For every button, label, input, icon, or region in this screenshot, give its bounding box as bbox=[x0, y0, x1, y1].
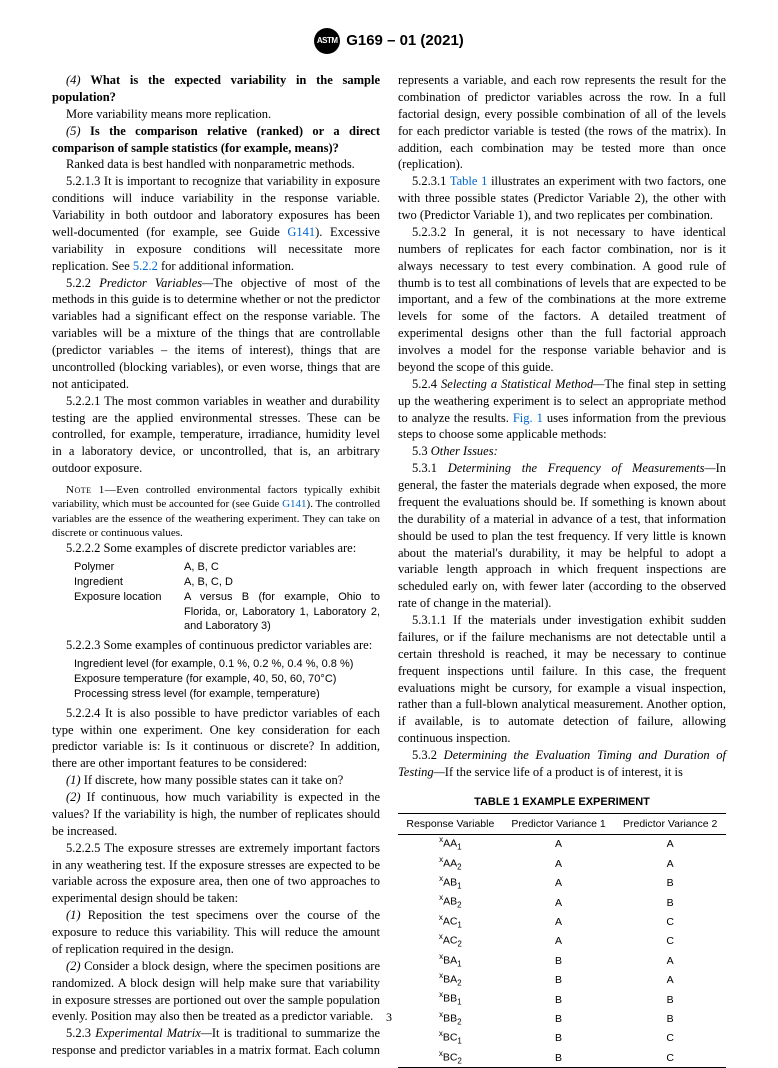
question-4: (4) What is the expected variability in … bbox=[52, 72, 380, 106]
table-1: TABLE 1 EXAMPLE EXPERIMENT Response Vari… bbox=[398, 795, 726, 1068]
table-row: xAB2AB bbox=[398, 893, 726, 912]
th-pv1: Predictor Variance 1 bbox=[503, 813, 615, 834]
option-1: (1) Reposition the test specimens over t… bbox=[52, 907, 380, 958]
continuous-vars-list: Ingredient level (for example, 0.1 %, 0.… bbox=[74, 657, 380, 702]
th-response: Response Variable bbox=[398, 813, 503, 834]
th-pv2: Predictor Variance 2 bbox=[614, 813, 726, 834]
table-row: xAC1AC bbox=[398, 912, 726, 931]
table-row: xAA1AA bbox=[398, 834, 726, 854]
table-1-title: TABLE 1 EXAMPLE EXPERIMENT bbox=[398, 795, 726, 810]
item-2: (2) If continuous, how much variability … bbox=[52, 789, 380, 840]
table-row: xBB1BB bbox=[398, 990, 726, 1009]
para-5221: 5.2.2.1 The most common variables in wea… bbox=[52, 393, 380, 477]
table-row: xAA2AA bbox=[398, 854, 726, 873]
astm-logo: ASTM bbox=[314, 28, 340, 54]
page-number: 3 bbox=[0, 1009, 778, 1025]
link-522[interactable]: 5.2.2 bbox=[133, 259, 158, 273]
link-table1[interactable]: Table 1 bbox=[450, 174, 488, 188]
answer-4: More variability means more replication. bbox=[52, 106, 380, 123]
note-1: Note 1—Even controlled environmental fac… bbox=[52, 483, 380, 540]
para-5231: 5.2.3.1 Table 1 illustrates an experimen… bbox=[398, 173, 726, 224]
para-531: 5.3.1 Determining the Frequency of Measu… bbox=[398, 460, 726, 612]
discrete-vars-table: PolymerA, B, C IngredientA, B, C, D Expo… bbox=[74, 560, 380, 634]
para-5225: 5.2.2.5 The exposure stresses are extrem… bbox=[52, 840, 380, 908]
link-g141-b[interactable]: G141 bbox=[282, 498, 306, 510]
para-522: 5.2.2 Predictor Variables—The objective … bbox=[52, 275, 380, 393]
para-5224: 5.2.2.4 It is also possible to have pred… bbox=[52, 705, 380, 773]
table-row: xBC1BC bbox=[398, 1029, 726, 1048]
para-5311: 5.3.1.1 If the materials under investiga… bbox=[398, 612, 726, 747]
table-row: xBA1BA bbox=[398, 951, 726, 970]
table-row: xAB1AB bbox=[398, 874, 726, 893]
link-fig1[interactable]: Fig. 1 bbox=[513, 411, 543, 425]
para-5223: 5.2.2.3 Some examples of continuous pred… bbox=[52, 637, 380, 654]
para-532: 5.3.2 Determining the Evaluation Timing … bbox=[398, 747, 726, 781]
question-5: (5) Is the comparison relative (ranked) … bbox=[52, 123, 380, 157]
table-row: xBA2BA bbox=[398, 971, 726, 990]
standard-id: G169 – 01 (2021) bbox=[346, 31, 464, 51]
para-524: 5.2.4 Selecting a Statistical Method—The… bbox=[398, 376, 726, 444]
para-5232: 5.2.3.2 In general, it is not necessary … bbox=[398, 224, 726, 376]
experiment-table: Response Variable Predictor Variance 1 P… bbox=[398, 813, 726, 1068]
link-g141[interactable]: G141 bbox=[287, 225, 315, 239]
answer-5: Ranked data is best handled with nonpara… bbox=[52, 156, 380, 173]
table-row: xAC2AC bbox=[398, 932, 726, 951]
main-columns: (4) What is the expected variability in … bbox=[52, 72, 726, 1068]
para-5213: 5.2.1.3 It is important to recognize tha… bbox=[52, 173, 380, 274]
item-1: (1) If discrete, how many possible state… bbox=[52, 772, 380, 789]
header: ASTM G169 – 01 (2021) bbox=[52, 28, 726, 54]
table-row: xBC2BC bbox=[398, 1048, 726, 1068]
para-53: 5.3 Other Issues: bbox=[398, 443, 726, 460]
para-5222: 5.2.2.2 Some examples of discrete predic… bbox=[52, 540, 380, 557]
